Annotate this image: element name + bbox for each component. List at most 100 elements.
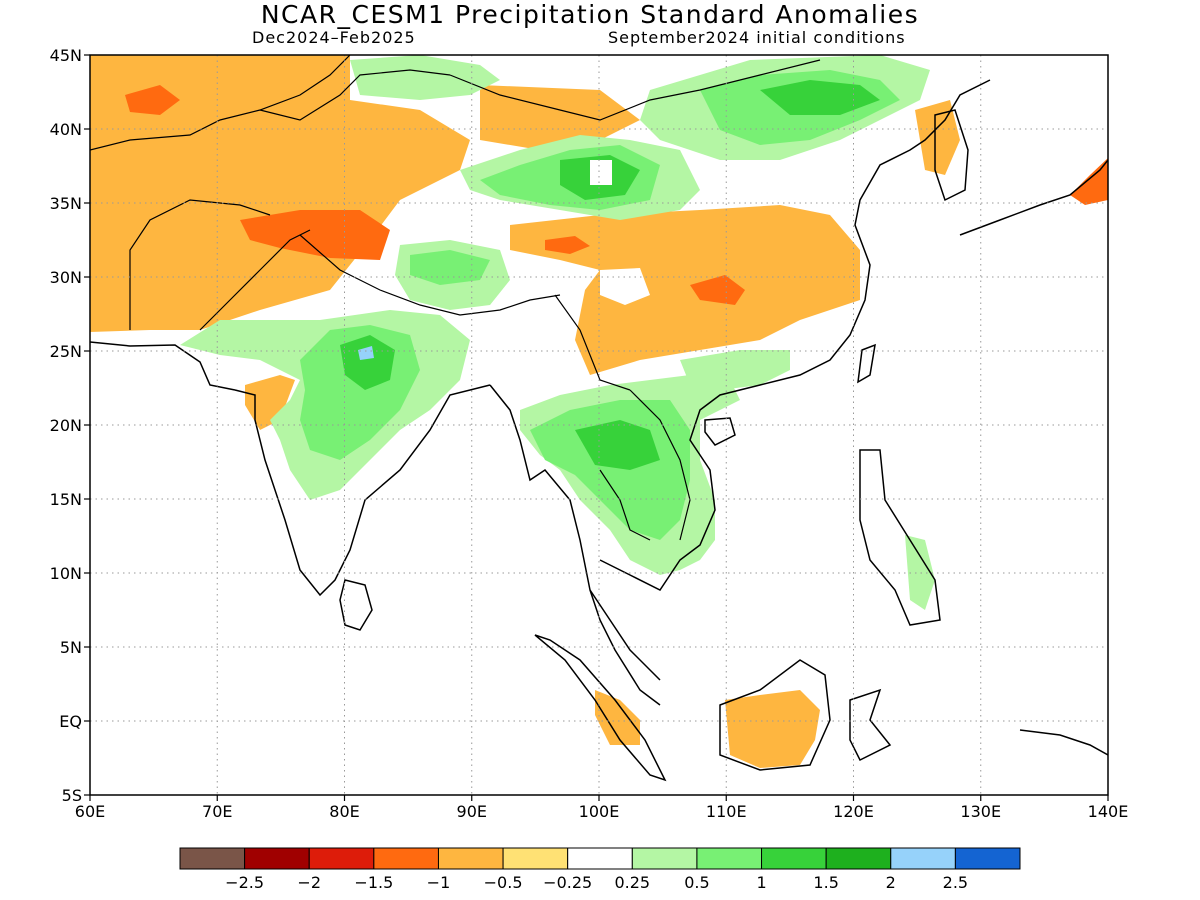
y-tick-label: 25N	[50, 342, 82, 361]
y-tick-label: 45N	[50, 46, 82, 65]
coastline-malay-peninsula	[589, 589, 661, 706]
colorbar-label: −2.5	[225, 873, 264, 892]
colorbar-swatch	[437, 847, 504, 870]
wet-peak-india-east	[340, 335, 395, 390]
anomaly-region-china-east	[510, 205, 860, 375]
coastline-indochina	[599, 79, 991, 591]
coastline-japan	[959, 159, 1108, 236]
y-tick-label: 15N	[50, 490, 82, 509]
colorbar-swatch	[567, 847, 633, 870]
colorbar-label: 2.5	[943, 873, 968, 892]
anomaly-peak-afghanistan	[125, 85, 180, 115]
y-tick-label: 40N	[50, 120, 82, 139]
anomaly-region-india-west	[245, 375, 295, 430]
coastline-korea	[934, 109, 969, 202]
y-tick-label: 5N	[60, 638, 82, 657]
border-central-asia	[90, 55, 351, 151]
colorbar-label: −2	[297, 873, 321, 892]
anomaly-peak-china-south	[690, 275, 745, 305]
colorbar-swatch	[244, 847, 310, 870]
colorbar-label: −1	[427, 873, 451, 892]
y-tick-label: 20N	[50, 416, 82, 435]
forecast-period: Dec2024–Feb2025	[252, 28, 416, 47]
x-tick-label: 90E	[457, 802, 487, 821]
map-title: NCAR_CESM1 Precipitation Standard Anomal…	[260, 0, 920, 29]
colorbar-label: −0.5	[484, 873, 523, 892]
coastline-hainan	[704, 417, 736, 446]
colorbar-label: 1.5	[813, 873, 838, 892]
colorbar-swatch	[890, 847, 956, 870]
border-iran-afghan-pak	[129, 199, 271, 330]
border-pakistan-india	[199, 229, 311, 331]
coastline-sulawesi	[849, 688, 892, 762]
colorbar-label: 1	[756, 873, 766, 892]
colorbar-swatch	[761, 847, 827, 870]
x-tick-label: 60E	[75, 802, 105, 821]
coastline-bay-of-bengal-east	[489, 384, 661, 681]
anomaly-region-korea	[915, 100, 960, 175]
anomaly-peak-tibet-west	[240, 210, 390, 260]
coastline-iran-arabia	[90, 341, 236, 391]
colorbar-swatch	[825, 847, 892, 870]
initial-conditions: September2024 initial conditions	[608, 28, 906, 47]
x-tick-label: 80E	[329, 802, 359, 821]
anomaly-peak-china-central	[545, 236, 590, 254]
wet-region-tibet-east	[350, 55, 500, 100]
y-tick-label: 10N	[50, 564, 82, 583]
wet-peak-india-blue	[358, 346, 374, 360]
coastline-philippines	[859, 449, 941, 626]
border-kazakh-china	[259, 69, 451, 121]
anomaly-region-japan	[1070, 158, 1108, 205]
colorbar-swatch	[179, 847, 246, 870]
colorbar-label: −0.25	[543, 873, 592, 892]
x-tick-label: 130E	[960, 802, 1001, 821]
coastlines	[90, 79, 1108, 782]
y-tick-label: EQ	[59, 712, 82, 731]
axes: 60E 70E 80E 90E 100E 110E 120E 130E 140E 5S EQ 5N 10…	[50, 46, 1129, 821]
colorbar-label: 2	[886, 873, 896, 892]
grid-lines	[90, 55, 1108, 795]
anomaly-region-central-asia	[90, 55, 470, 332]
anomaly-region-china-north	[480, 85, 640, 150]
colorbar-label: −1.5	[354, 873, 393, 892]
wet-region-south-china	[680, 350, 790, 390]
colorbar-swatch	[954, 847, 1021, 870]
border-himalaya	[299, 234, 561, 316]
anomaly-region-sumatra	[595, 690, 640, 745]
x-tick-label: 70E	[202, 802, 232, 821]
coastline-sri-lanka	[339, 579, 373, 631]
wet-region-philippines	[905, 535, 935, 610]
anomaly-field	[90, 55, 1108, 768]
border-myanmar-china	[554, 294, 631, 391]
coastline-taiwan	[857, 343, 876, 384]
colorbar-swatch	[696, 847, 763, 870]
border-laos-vietnam	[629, 389, 691, 541]
anomaly-region-borneo	[725, 690, 820, 768]
colorbar: −2.5 −2 −1.5 −1 −0.5 −0.25 0.25 0.5 1 1.5 2 2.5	[179, 847, 1021, 892]
wet-core-himalaya	[410, 250, 490, 285]
border-thai-cambodia	[599, 469, 651, 541]
y-tick-label: 35N	[50, 194, 82, 213]
neutral-patch	[590, 160, 612, 185]
coastline-borneo	[719, 659, 831, 771]
wet-peak-mongolia	[760, 80, 880, 115]
border-mongolia-china	[449, 59, 821, 121]
country-borders	[90, 55, 821, 541]
x-tick-label: 110E	[706, 802, 747, 821]
x-tick-label: 100E	[579, 802, 620, 821]
colorbar-swatch	[631, 847, 698, 870]
wet-peak-indochina	[575, 420, 660, 470]
coastline-new-guinea	[1019, 729, 1108, 756]
colorbar-label: 0.25	[614, 873, 650, 892]
colorbar-swatch	[373, 847, 439, 870]
coastline-india	[234, 384, 491, 597]
y-tick-label: 30N	[50, 268, 82, 287]
colorbar-label: 0.5	[684, 873, 709, 892]
x-tick-label: 140E	[1088, 802, 1129, 821]
colorbar-swatch	[502, 847, 569, 870]
colorbar-swatch	[308, 847, 375, 870]
x-tick-label: 120E	[833, 802, 874, 821]
y-tick-label: 5S	[62, 786, 82, 805]
coastline-sumatra	[534, 634, 667, 782]
